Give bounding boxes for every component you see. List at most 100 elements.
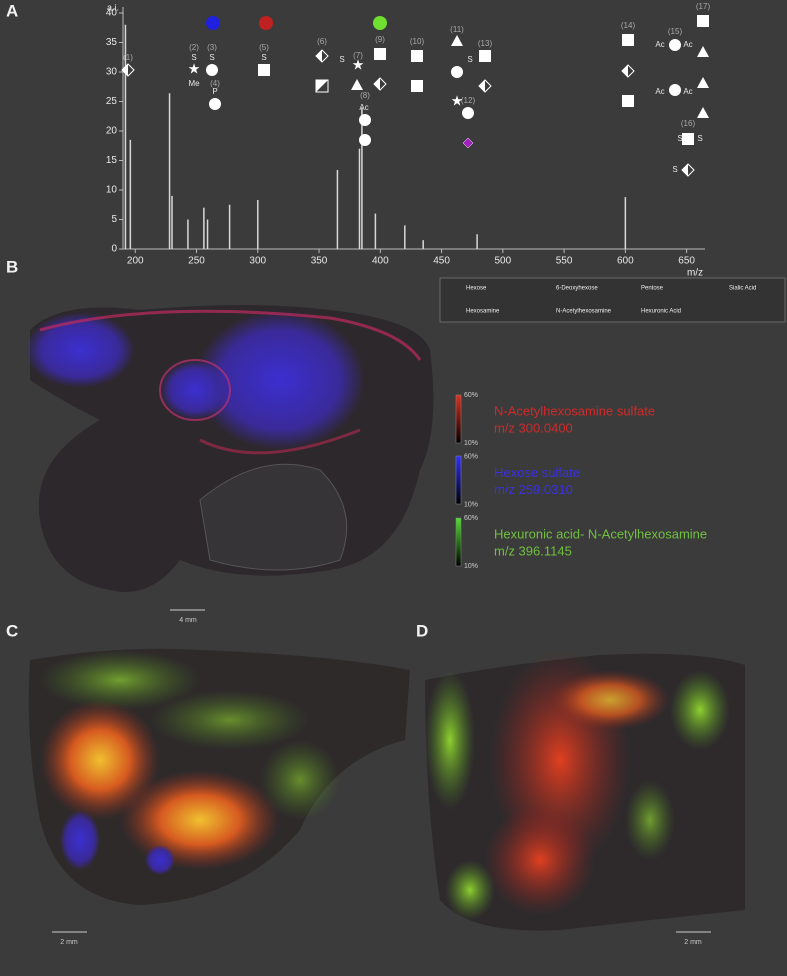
glycan-glyphs: (1) (2) (3) (4) (5) (6) (7) (8) (9) (10) (11) (12) (… (121, 2, 724, 318)
colorbar-max: 60% (464, 515, 478, 522)
ion-mz: m/z 259.0310 (494, 482, 573, 497)
panel-label: A (6, 1, 18, 20)
y-tick-label: 10 (106, 185, 118, 196)
structure-number: (8) (360, 91, 370, 100)
glyph-label: S (677, 134, 682, 143)
hexn-glyph (316, 80, 328, 92)
hexnac-glyph (411, 80, 423, 92)
colorbar-min: 10% (464, 501, 478, 508)
x-tick-label: 300 (249, 256, 266, 267)
structure-number: (2) (189, 43, 199, 52)
glyph-label: Ac (359, 103, 368, 112)
colorbar-max: 60% (464, 392, 478, 399)
color-bars (455, 394, 462, 567)
spectrum: 0 5 10 15 20 25 30 35 40 200 250 300 350 400 450 500 550… (106, 2, 705, 279)
colorbar-min: 10% (464, 563, 478, 570)
structure-number: (17) (696, 2, 711, 11)
x-tick-label: 550 (556, 256, 573, 267)
structure-number: (3) (207, 43, 217, 52)
hexa-glyph (122, 64, 128, 76)
ion-name: Hexose sulfate (494, 465, 580, 480)
legend-label: Hexuronic Acid (641, 309, 681, 315)
pentose-glyph: ★ (188, 61, 201, 77)
glyph-label: S (209, 53, 214, 62)
hexnac-glyph (697, 15, 709, 27)
deoxyhexose-glyph (697, 46, 709, 57)
legend-label: Hexose (466, 286, 487, 292)
ion-name: Hexuronic acid- N-Acetylhexosamine (494, 526, 707, 541)
glyph-label: S (261, 53, 266, 62)
panel-label: D (416, 621, 428, 640)
structure-number: (16) (681, 119, 696, 128)
ion-mz: m/z 396.1145 (494, 543, 572, 558)
sialic-glyph (462, 137, 474, 149)
structure-number: (4) (210, 79, 220, 88)
hexnac-glyph (411, 50, 423, 62)
structure-number: (6) (317, 37, 327, 46)
deoxyhexose-glyph (351, 79, 363, 90)
hexose-glyph (451, 66, 463, 78)
color-dot (206, 16, 220, 30)
scale-bar-label: 2 mm (684, 939, 702, 946)
glyph-label: Ac (655, 87, 664, 96)
ion-mz: m/z 300.0400 (494, 420, 573, 435)
y-tick-label: 25 (106, 96, 118, 107)
x-tick-label: 200 (127, 256, 144, 267)
structure-number: (13) (478, 39, 493, 48)
y-tick-label: 20 (106, 126, 118, 137)
tissue-image-c (28, 648, 410, 933)
hexnac-glyph (622, 95, 634, 107)
panel-label: B (6, 257, 18, 276)
color-dot (373, 16, 387, 30)
hexa-glyph (316, 50, 322, 62)
legend-label: Hexosamine (466, 309, 500, 315)
legend-label: N-Acetylhexosamine (556, 309, 612, 315)
structure-number: (11) (450, 25, 464, 34)
colorbar-min: 10% (464, 440, 478, 447)
legend-label: Sialic Acid (729, 286, 756, 292)
glyph-label: Ac (683, 40, 692, 49)
x-tick-label: 350 (311, 256, 328, 267)
legend: Hexose 6-Deoxyhexose Pentose Sialic Acid Hex… (466, 286, 756, 315)
hexa-glyph (682, 164, 688, 176)
hexose-glyph (669, 39, 681, 51)
y-tick-label: 0 (111, 244, 117, 255)
hexose-glyph (206, 64, 218, 76)
x-tick-label: 500 (494, 256, 511, 267)
hexa-glyph (622, 65, 628, 77)
y-tick-label: 15 (106, 155, 118, 166)
hexnac-glyph (682, 133, 694, 145)
glyph-label: Ac (655, 40, 664, 49)
legend-label: 6-Deoxyhexose (556, 286, 598, 292)
hexose-glyph (669, 84, 681, 96)
hexose-glyph (462, 107, 474, 119)
hexnac-glyph (622, 34, 634, 46)
hexnac-glyph (374, 48, 386, 60)
x-tick-label: 250 (188, 256, 205, 267)
structure-number: (5) (259, 43, 269, 52)
deoxyhexose-glyph (697, 107, 709, 118)
hexose-glyph (359, 134, 371, 146)
glyph-label: S (467, 55, 472, 64)
hexnac-glyph (479, 50, 491, 62)
structure-number: (9) (375, 35, 385, 44)
panel-label: C (6, 621, 18, 640)
x-tick-label: 400 (372, 256, 389, 267)
scale-bar-label: 2 mm (60, 939, 78, 946)
glyph-label: P (212, 87, 217, 96)
tissue-image-d (425, 650, 745, 933)
y-tick-label: 35 (106, 37, 118, 48)
x-tick-label: 450 (433, 256, 450, 267)
colorbar-max: 60% (464, 453, 478, 460)
hexa-glyph (374, 78, 380, 90)
structure-number: (1) (123, 53, 133, 62)
structure-number: (12) (461, 96, 476, 105)
structure-number: (7) (353, 51, 363, 60)
glyph-label: Ac (683, 87, 692, 96)
glyph-label: Me (188, 79, 200, 88)
color-dot (259, 16, 273, 30)
y-tick-label: 40 (106, 8, 118, 19)
legend-box (439, 277, 786, 323)
structure-number: (10) (410, 37, 425, 46)
